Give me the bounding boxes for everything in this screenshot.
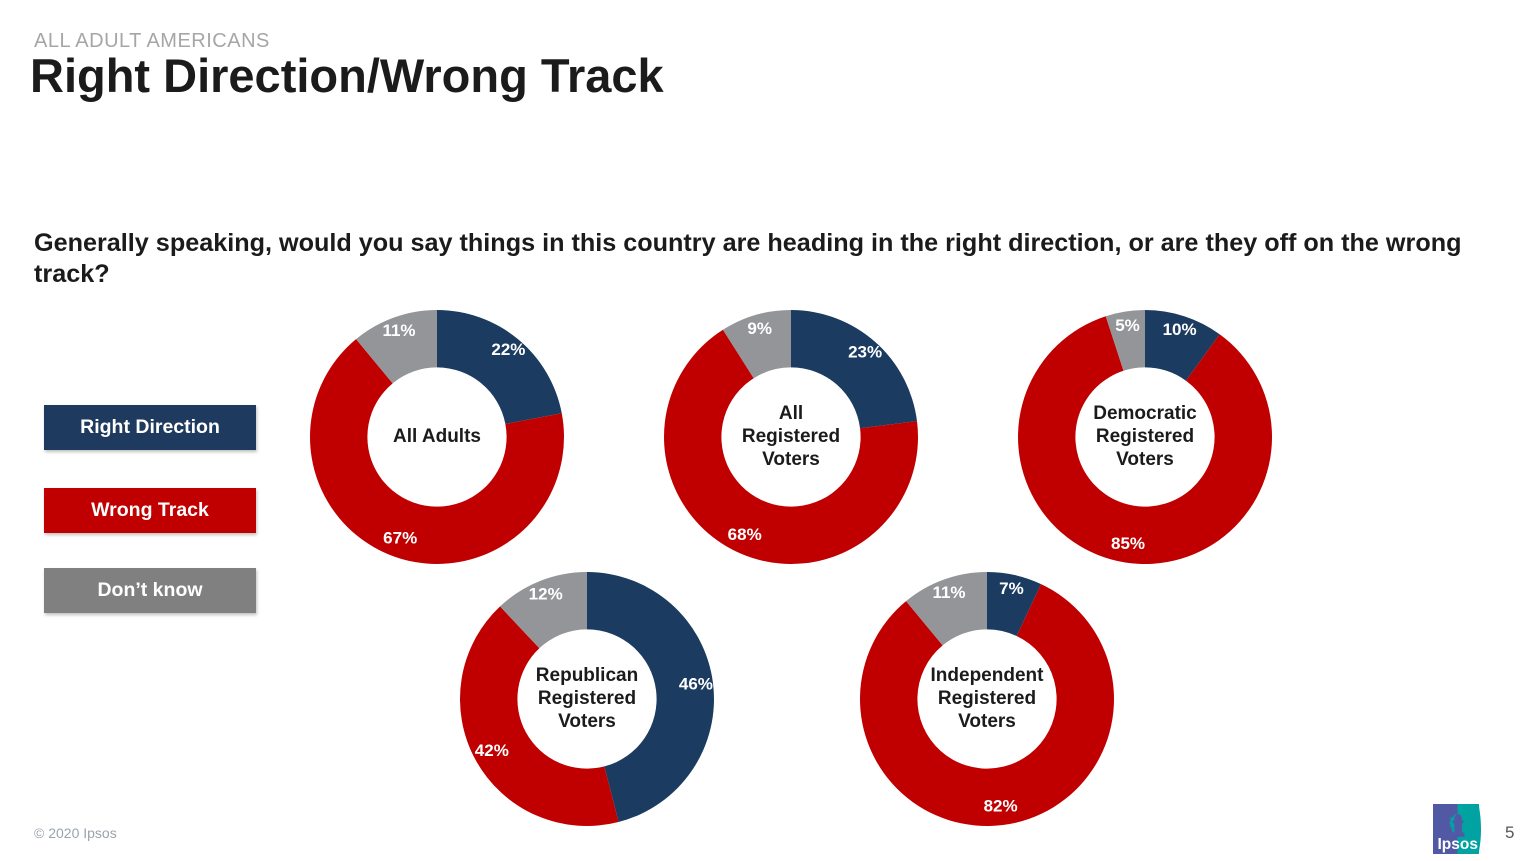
svg-text:Ipsos: Ipsos: [1438, 836, 1478, 853]
svg-text:22%: 22%: [491, 340, 525, 359]
svg-text:Registered: Registered: [938, 688, 1036, 709]
svg-text:7%: 7%: [999, 579, 1024, 598]
svg-text:11%: 11%: [382, 321, 415, 340]
svg-text:9%: 9%: [747, 319, 772, 338]
svg-text:11%: 11%: [932, 583, 965, 602]
svg-text:85%: 85%: [1111, 534, 1145, 553]
svg-text:Voters: Voters: [558, 711, 616, 732]
svg-text:Registered: Registered: [538, 688, 636, 709]
svg-text:Registered: Registered: [1096, 426, 1194, 447]
svg-text:68%: 68%: [728, 525, 762, 544]
svg-text:10%: 10%: [1163, 320, 1197, 339]
svg-text:Voters: Voters: [762, 449, 820, 470]
svg-text:Democratic: Democratic: [1093, 403, 1197, 424]
svg-text:5%: 5%: [1115, 316, 1140, 335]
svg-text:67%: 67%: [383, 529, 417, 548]
svg-text:23%: 23%: [848, 342, 882, 361]
svg-text:42%: 42%: [475, 741, 509, 760]
svg-text:46%: 46%: [679, 675, 713, 694]
svg-text:Republican: Republican: [536, 665, 638, 686]
svg-text:All: All: [779, 403, 803, 424]
svg-text:All Adults: All Adults: [393, 426, 481, 447]
svg-text:12%: 12%: [529, 584, 563, 603]
svg-text:Voters: Voters: [1116, 449, 1174, 470]
svg-text:Independent: Independent: [931, 665, 1045, 686]
svg-text:82%: 82%: [984, 796, 1018, 815]
svg-text:Registered: Registered: [742, 426, 840, 447]
svg-text:Voters: Voters: [958, 711, 1016, 732]
